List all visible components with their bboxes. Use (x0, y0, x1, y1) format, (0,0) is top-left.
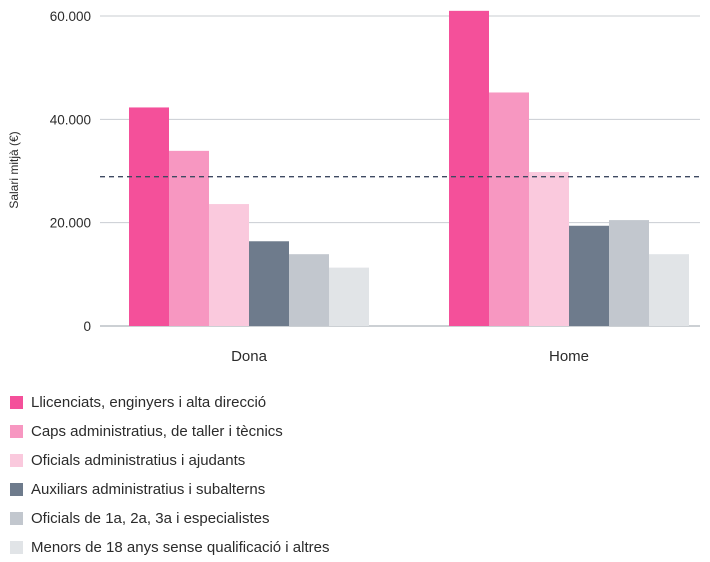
x-axis-ticks: Dona Home (231, 348, 589, 365)
bar (209, 204, 249, 326)
bar (649, 254, 689, 326)
legend-label: Auxiliars administratius i subalterns (31, 481, 266, 498)
bar (169, 150, 209, 326)
bar (329, 267, 369, 326)
legend-swatch (10, 512, 23, 525)
bar (289, 254, 329, 326)
bar (449, 10, 489, 326)
y-tick-label: 40.000 (50, 112, 91, 127)
bar (129, 107, 169, 326)
legend-item: Auxiliars administratius i subalterns (10, 475, 330, 504)
y-axis-title: Salari mitjà (€) (7, 131, 21, 208)
y-axis-ticks: 0 20.000 40.000 60.000 (50, 9, 91, 334)
bar (569, 225, 609, 326)
x-tick-label: Home (549, 348, 589, 365)
legend-label: Caps administratius, de taller i tècnics (31, 423, 283, 440)
legend-label: Menors de 18 anys sense qualificació i a… (31, 539, 330, 556)
legend-swatch (10, 483, 23, 496)
bar (609, 220, 649, 326)
legend-item: Llicenciats, enginyers i alta direcció (10, 388, 330, 417)
legend: Llicenciats, enginyers i alta direcció Ca… (10, 388, 330, 562)
legend-label: Oficials administratius i ajudants (31, 452, 246, 469)
legend-swatch (10, 425, 23, 438)
legend-label: Oficials de 1a, 2a, 3a i especialistes (31, 510, 270, 527)
legend-swatch (10, 541, 23, 554)
bar (489, 92, 529, 326)
legend-swatch (10, 396, 23, 409)
y-tick-label: 20.000 (50, 216, 91, 231)
legend-item: Caps administratius, de taller i tècnics (10, 417, 330, 446)
y-tick-label: 0 (83, 319, 91, 334)
bar (249, 241, 289, 326)
legend-label: Llicenciats, enginyers i alta direcció (31, 394, 267, 411)
y-tick-label: 60.000 (50, 9, 91, 24)
bar-chart: 0 20.000 40.000 60.000 Dona Home Salari mitj… (7, 9, 700, 365)
legend-item: Oficials administratius i ajudants (10, 446, 330, 475)
legend-item: Menors de 18 anys sense qualificació i a… (10, 533, 330, 562)
legend-item: Oficials de 1a, 2a, 3a i especialistes (10, 504, 330, 533)
bars (129, 10, 689, 326)
bar (529, 172, 569, 326)
legend-swatch (10, 454, 23, 467)
x-tick-label: Dona (231, 348, 268, 365)
